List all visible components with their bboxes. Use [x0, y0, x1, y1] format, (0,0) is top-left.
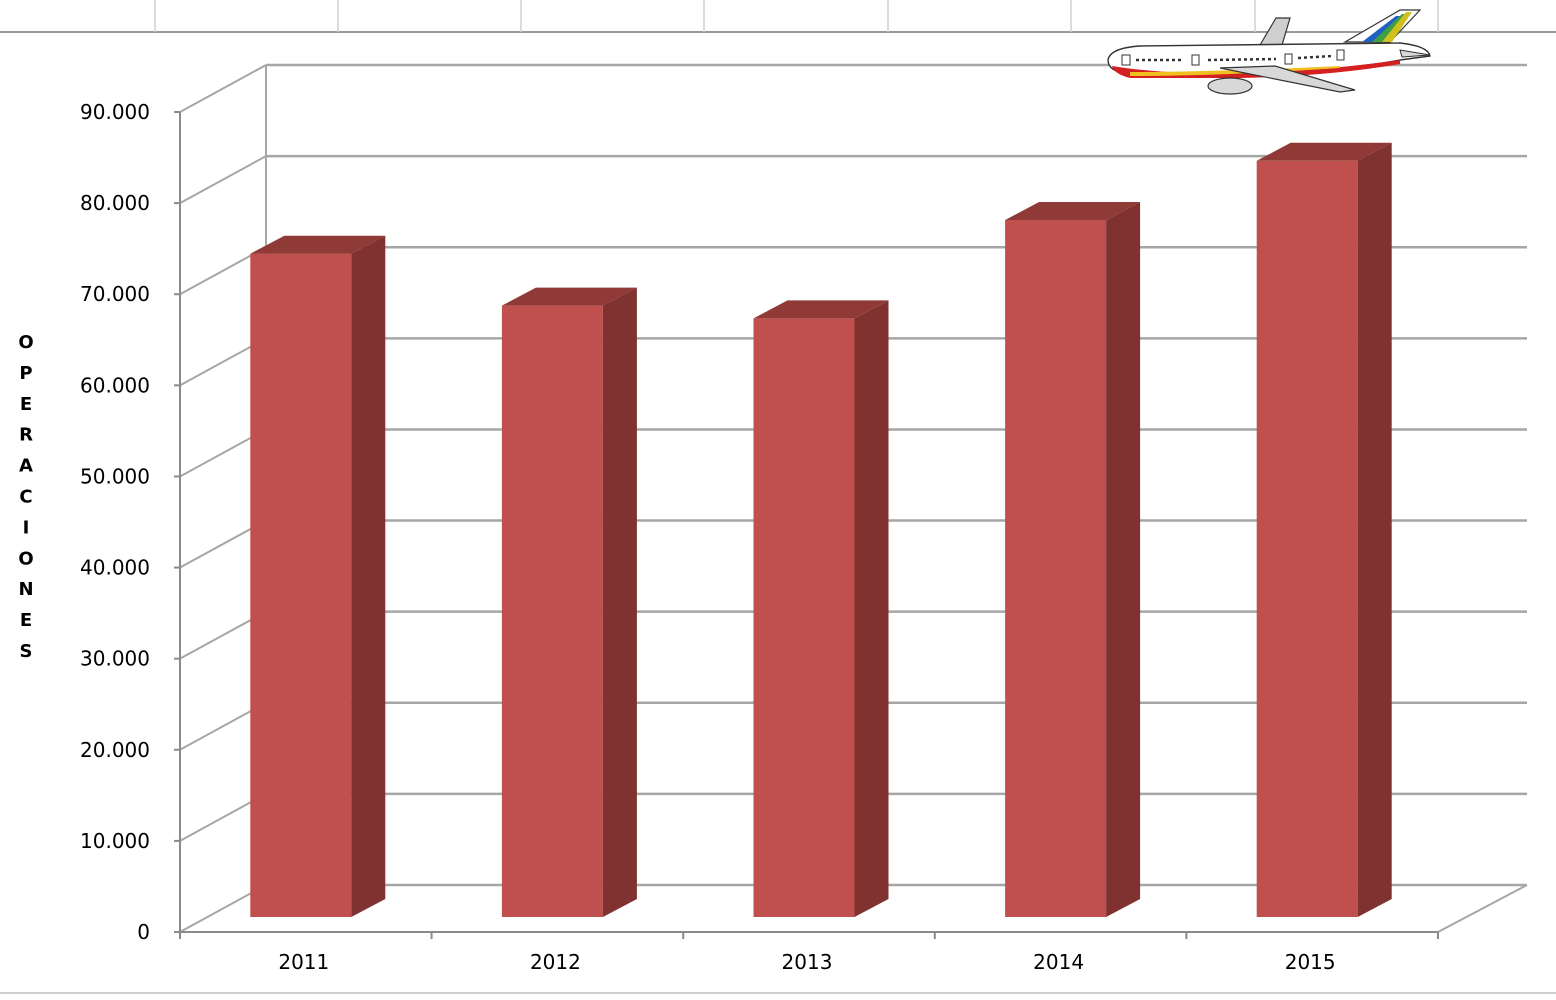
- bar-front: [250, 253, 352, 917]
- y-tick-label: 30.000: [80, 647, 150, 671]
- y-tick-label: 0: [137, 920, 150, 944]
- bar-top: [250, 235, 386, 254]
- y-tick-label: 70.000: [80, 282, 150, 306]
- gridline-side: [179, 155, 267, 204]
- x-tick-label: 2014: [1033, 950, 1084, 974]
- bar-front: [1005, 220, 1107, 917]
- bar-side: [351, 235, 386, 917]
- y-tick-label: 50.000: [80, 464, 150, 488]
- y-tick-label: 60.000: [80, 373, 150, 397]
- x-tick-label: 2011: [278, 950, 329, 974]
- floor-edge: [1437, 884, 1528, 933]
- bar-side: [1106, 202, 1141, 917]
- y-tick-label: 40.000: [80, 556, 150, 580]
- x-tick-label: 2012: [530, 950, 581, 974]
- bar-2012: [501, 287, 637, 918]
- bar-2013: [753, 300, 889, 917]
- gridline-side: [179, 64, 267, 113]
- bar-top: [753, 300, 889, 319]
- x-tick-label: 2015: [1285, 950, 1336, 974]
- bar-front: [501, 305, 603, 918]
- bar-top: [501, 287, 637, 306]
- bar-side: [1357, 142, 1392, 917]
- chart-axes: [174, 111, 1528, 939]
- bar-2014: [1005, 202, 1141, 917]
- y-tick-labels: 0 10.000 20.000 30.000 40.000 50.000 60.000 70.…: [80, 100, 150, 944]
- bar-2015: [1256, 142, 1392, 917]
- x-tick-label: 2013: [782, 950, 833, 974]
- bar-side: [602, 287, 637, 918]
- bar-front: [753, 318, 855, 917]
- y-tick-label: 90.000: [80, 100, 150, 124]
- bar-2011: [250, 235, 386, 917]
- bar-side: [854, 300, 889, 917]
- y-tick-label: 20.000: [80, 738, 150, 762]
- bar-top: [1005, 202, 1141, 220]
- bar-series: [250, 142, 1392, 918]
- bar-top: [1256, 142, 1392, 161]
- x-tick-labels: 2011 2012 2013 2014 2015: [278, 950, 1335, 974]
- airplane-icon: [1107, 9, 1431, 95]
- y-tick-label: 80.000: [80, 191, 150, 215]
- bar-front: [1256, 160, 1358, 917]
- y-tick-label: 10.000: [80, 829, 150, 853]
